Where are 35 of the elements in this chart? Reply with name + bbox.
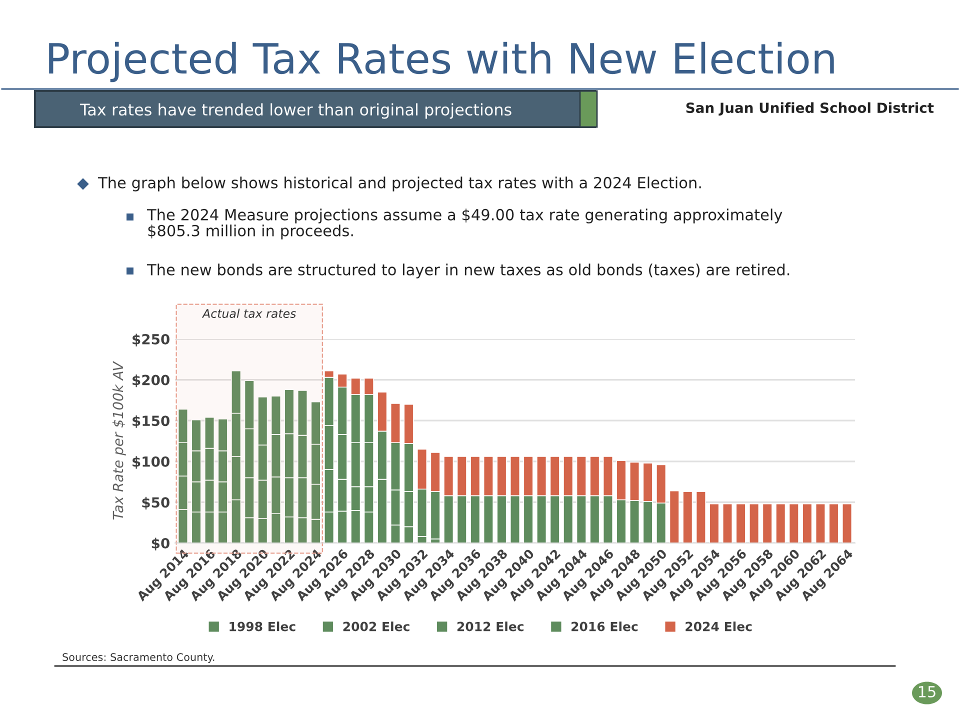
band-label: Actual tax rates [202,308,296,318]
legend-label: 2002 Elec [343,622,410,632]
text: The graph below shows historical and projected tax rates with a 2024 Election. [98,176,701,192]
text: The 2024 Measure projections assume a $49.00 tax rate generating approximately $805.3 million in proceeds. [146,208,782,240]
text: The new bonds are structured to layer in new taxes as old bonds (taxes) are retired. [146,264,790,278]
bar [828,503,839,543]
bar [815,503,826,543]
bar [762,503,772,543]
bar [788,503,799,543]
bar [748,503,760,543]
y-tick-label: $100 [132,456,170,469]
bar [682,491,693,543]
y-tick-label: $200 [132,374,170,388]
chart-subtitle: Tax rates have trended lower than original projections [80,103,512,119]
bar [709,503,720,543]
y-axis-title: Tax Rate per $100k AV [112,361,126,520]
legend-label: 2024 Elec [686,622,752,632]
legend-label: 2016 Elec [572,622,638,632]
bar [802,503,812,543]
chart-title: Projected Tax Rates with New Election [49,42,834,82]
bar [669,490,680,543]
bar [776,503,786,543]
y-tick-label: $50 [142,496,170,510]
text: San Juan Unified School District [686,102,934,116]
y-tick-label: $150 [132,415,170,428]
bar [842,503,852,543]
source-note: Sources: Sacramento County. [62,653,214,664]
bar [696,491,706,543]
bar [736,503,746,543]
bar [722,503,733,543]
y-tick-label: $0 [152,538,170,550]
legend-label: 2012 Elec [457,622,524,632]
y-tick-label: $250 [132,334,170,346]
legend-label: 1998 Elec [230,622,296,632]
text: 15 [918,686,936,698]
